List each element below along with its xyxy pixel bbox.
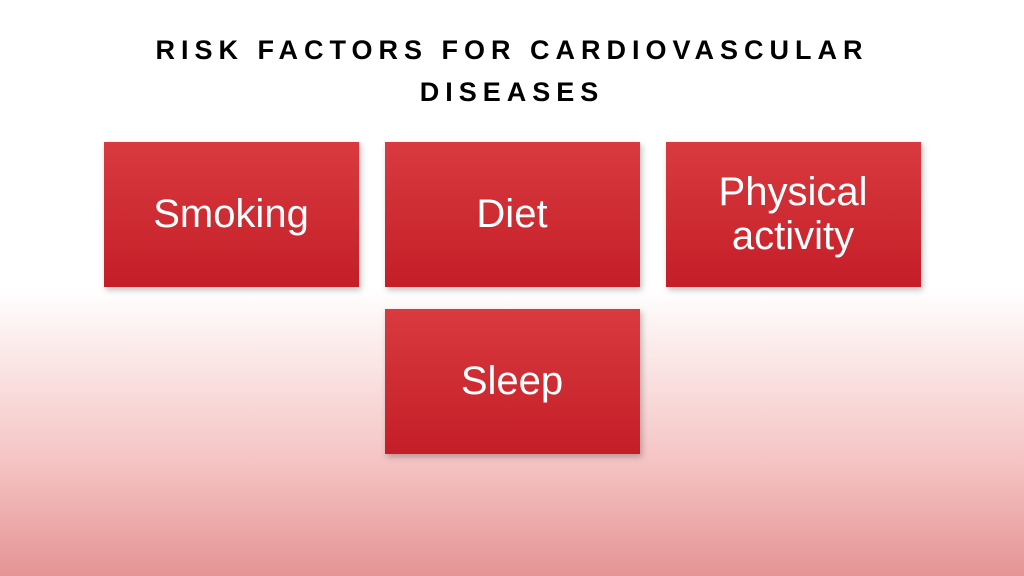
card-label: Diet xyxy=(476,192,547,236)
card-row-2: Sleep xyxy=(385,309,640,454)
card-label: Physical activity xyxy=(674,170,913,258)
card-sleep: Sleep xyxy=(385,309,640,454)
card-diet: Diet xyxy=(385,142,640,287)
card-smoking: Smoking xyxy=(104,142,359,287)
card-physical-activity: Physical activity xyxy=(666,142,921,287)
card-label: Sleep xyxy=(461,359,563,403)
title-line-1: RISK FACTORS FOR CARDIOVASCULAR xyxy=(155,35,868,65)
slide-title: RISK FACTORS FOR CARDIOVASCULAR DISEASES xyxy=(155,30,868,114)
card-row-1: Smoking Diet Physical activity xyxy=(104,142,921,287)
card-grid: Smoking Diet Physical activity Sleep xyxy=(104,142,921,454)
title-line-2: DISEASES xyxy=(420,77,605,107)
card-label: Smoking xyxy=(153,192,309,236)
